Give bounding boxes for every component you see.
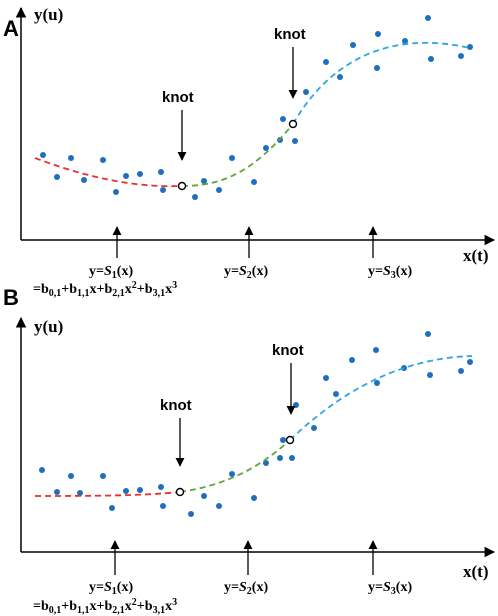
spline-segment-1 — [34, 157, 183, 188]
data-point — [277, 455, 283, 461]
data-point — [77, 490, 83, 496]
polynomial-formula: =b0,1+b1,1x+b2,1x2+b3,1x3 — [33, 280, 177, 299]
data-point — [137, 171, 143, 177]
y-axis-label: y(u) — [34, 5, 63, 24]
data-point — [374, 380, 380, 386]
data-point — [280, 437, 286, 443]
data-point — [402, 38, 408, 44]
knot-label: knot — [162, 89, 194, 106]
panel-b: B y(u) x(t) — [3, 285, 496, 616]
data-point — [201, 178, 207, 184]
data-point — [160, 503, 166, 509]
spline-segment-3 — [289, 355, 473, 441]
knot-label: knot — [272, 342, 304, 359]
segment-label-2: y=S2(x) — [224, 264, 268, 281]
data-point — [350, 42, 356, 48]
data-point — [40, 152, 46, 158]
spline-segment-2 — [179, 439, 291, 493]
knot-point — [288, 119, 298, 129]
data-point — [160, 187, 166, 193]
data-point — [229, 471, 235, 477]
data-point — [158, 484, 164, 490]
knot-label: knot — [274, 26, 306, 43]
data-point — [323, 375, 329, 381]
data-point — [54, 489, 60, 495]
data-point — [158, 169, 164, 175]
data-point — [68, 473, 74, 479]
data-point — [467, 359, 473, 365]
data-point — [349, 357, 355, 363]
data-point — [425, 331, 431, 337]
data-point — [374, 65, 380, 71]
data-point — [216, 503, 222, 509]
data-point — [323, 59, 329, 65]
panel-letter: B — [3, 285, 19, 310]
data-point — [81, 177, 87, 183]
data-point — [292, 138, 298, 144]
knot-point — [285, 435, 295, 445]
data-point — [458, 53, 464, 59]
data-point — [201, 493, 207, 499]
data-point — [54, 174, 60, 180]
data-point — [427, 372, 433, 378]
data-point — [263, 460, 269, 466]
data-point — [311, 425, 317, 431]
data-point — [337, 74, 343, 80]
data-point — [289, 455, 295, 461]
data-point — [458, 368, 464, 374]
spline-segment-3 — [292, 41, 471, 125]
x-axis-label: x(t) — [463, 246, 488, 265]
data-point — [293, 402, 299, 408]
segment-label-3: y=S3(x) — [368, 580, 412, 597]
spline-segment-2 — [181, 123, 294, 187]
polynomial-formula: =b0,1+b1,1x+b2,1x2+b3,1x3 — [33, 597, 177, 616]
data-point — [428, 56, 434, 62]
data-point — [303, 89, 309, 95]
segment-label-3: y=S3(x) — [368, 264, 412, 281]
y-axis-label: y(u) — [34, 317, 63, 336]
data-point — [123, 173, 129, 179]
knot-point — [177, 181, 187, 191]
data-points — [39, 331, 473, 517]
data-point — [188, 511, 194, 517]
segment-label-1: y=S1(x) — [89, 264, 133, 281]
data-point — [375, 31, 381, 37]
knot-label: knot — [160, 397, 192, 414]
data-point — [113, 189, 119, 195]
data-point — [467, 44, 473, 50]
data-point — [425, 15, 431, 21]
data-point — [263, 145, 269, 151]
data-point — [109, 505, 115, 511]
data-point — [229, 155, 235, 161]
data-point — [373, 347, 379, 353]
segment-label-1: y=S1(x) — [89, 580, 133, 597]
data-point — [137, 487, 143, 493]
segment-label-2: y=S2(x) — [224, 580, 268, 597]
data-point — [251, 179, 257, 185]
data-point — [68, 155, 74, 161]
x-axis-label: x(t) — [463, 562, 488, 581]
data-point — [192, 194, 198, 200]
panel-letter: A — [3, 16, 19, 41]
data-point — [280, 116, 286, 122]
data-point — [39, 467, 45, 473]
data-point — [100, 157, 106, 163]
data-point — [333, 391, 339, 397]
data-point — [123, 488, 129, 494]
data-point — [251, 495, 257, 501]
spline-segment-1 — [34, 491, 181, 497]
data-points — [40, 15, 473, 200]
data-point — [216, 187, 222, 193]
knot-point — [175, 487, 185, 497]
data-point — [100, 473, 106, 479]
panel-a: A y(u) x(t) — [3, 5, 496, 299]
